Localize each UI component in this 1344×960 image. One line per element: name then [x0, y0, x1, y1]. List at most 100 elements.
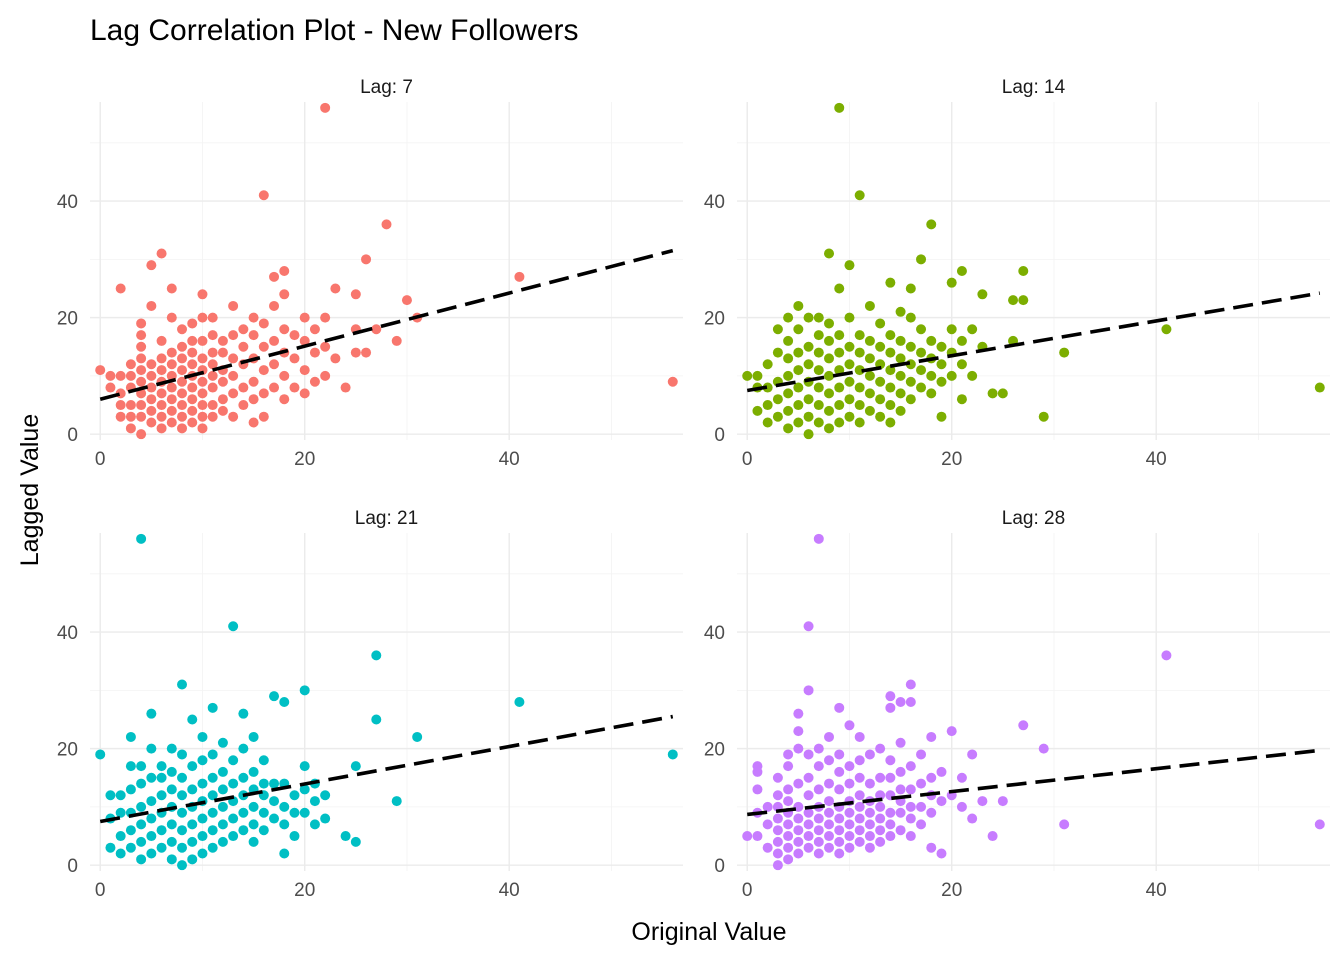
scatter-point	[813, 813, 824, 824]
scatter-point	[772, 411, 783, 422]
scatter-point	[381, 219, 392, 230]
scatter-point	[309, 819, 320, 830]
scatter-point	[258, 190, 269, 201]
scatter-point	[166, 836, 177, 847]
scatter-point	[238, 772, 249, 783]
scatter-point	[824, 807, 835, 818]
scatter-point	[320, 813, 331, 824]
scatter-point	[187, 714, 198, 725]
scatter-point	[279, 819, 290, 830]
scatter-point	[824, 335, 835, 346]
scatter-point	[864, 778, 875, 789]
scatter-point	[391, 796, 402, 807]
scatter-point	[844, 807, 855, 818]
scatter-point	[289, 330, 300, 341]
scatter-point	[217, 737, 228, 748]
trend-line	[99, 714, 674, 824]
scatter-point	[813, 400, 824, 411]
scatter-point	[813, 312, 824, 323]
scatter-point	[844, 312, 855, 323]
scatter-point	[926, 370, 937, 381]
scatter-point	[905, 761, 916, 772]
scatter-point	[895, 784, 906, 795]
scatter-point	[1038, 743, 1049, 754]
scatter-point	[146, 405, 157, 416]
scatter-point	[905, 813, 916, 824]
scatter-point	[187, 335, 198, 346]
scatter-point	[166, 359, 177, 370]
scatter-point	[340, 831, 351, 842]
scatter-point	[813, 743, 824, 754]
scatter-point	[320, 312, 331, 323]
scatter-point	[299, 335, 310, 346]
scatter-point	[854, 382, 865, 393]
scatter-point	[834, 330, 845, 341]
scatter-point	[136, 533, 147, 544]
scatter-point	[412, 731, 423, 742]
scatter-point	[864, 300, 875, 311]
scatter-point	[772, 772, 783, 783]
scatter-point	[834, 365, 845, 376]
scatter-point	[228, 300, 239, 311]
scatter-point	[926, 335, 937, 346]
scatter-point	[793, 400, 804, 411]
scatter-point	[772, 836, 783, 847]
scatter-point	[350, 836, 361, 847]
scatter-point	[309, 796, 320, 807]
scatter-point	[946, 726, 957, 737]
scatter-point	[895, 306, 906, 317]
scatter-point	[967, 813, 978, 824]
scatter-point	[166, 312, 177, 323]
scatter-point	[916, 801, 927, 812]
scatter-point	[207, 825, 218, 836]
scatter-point	[813, 784, 824, 795]
trend-line	[99, 248, 674, 401]
scatter-point	[834, 102, 845, 113]
y-axis-title: Lagged Value	[16, 414, 44, 566]
scatter-point	[854, 790, 865, 801]
scatter-point	[156, 825, 167, 836]
scatter-point	[279, 801, 290, 812]
scatter-point	[187, 784, 198, 795]
scatter-point	[793, 726, 804, 737]
scatter-point	[269, 271, 280, 282]
scatter-point	[197, 411, 208, 422]
scatter-point	[125, 842, 136, 853]
scatter-point	[905, 376, 916, 387]
scatter-point	[875, 772, 886, 783]
x-tick-label: 20	[941, 449, 962, 470]
scatter-point	[905, 801, 916, 812]
y-tick-label: 0	[67, 425, 78, 446]
scatter-point	[987, 831, 998, 842]
scatter-point	[783, 784, 794, 795]
scatter-point	[217, 836, 228, 847]
scatter-point	[956, 359, 967, 370]
scatter-point	[813, 825, 824, 836]
x-tick-label: 40	[499, 880, 520, 901]
scatter-point	[956, 335, 967, 346]
x-tick-label: 40	[499, 449, 520, 470]
scatter-point	[772, 860, 783, 871]
scatter-point	[854, 330, 865, 341]
scatter-point	[115, 807, 126, 818]
scatter-point	[217, 801, 228, 812]
facet-strip-label: Lag: 7	[360, 77, 413, 98]
scatter-point	[238, 708, 249, 719]
scatter-point	[967, 324, 978, 335]
scatter-point	[238, 400, 249, 411]
y-tick-label: 40	[57, 192, 78, 213]
scatter-point	[187, 394, 198, 405]
scatter-point	[803, 831, 814, 842]
scatter-point	[762, 842, 773, 853]
scatter-point	[177, 341, 188, 352]
scatter-point	[667, 376, 678, 387]
scatter-point	[146, 300, 157, 311]
scatter-point	[187, 819, 198, 830]
scatter-point	[289, 831, 300, 842]
x-axis-title: Original Value	[631, 918, 786, 946]
scatter-point	[926, 219, 937, 230]
scatter-point	[813, 417, 824, 428]
scatter-point	[1018, 266, 1029, 276]
scatter-point	[803, 749, 814, 760]
scatter-point	[197, 778, 208, 789]
